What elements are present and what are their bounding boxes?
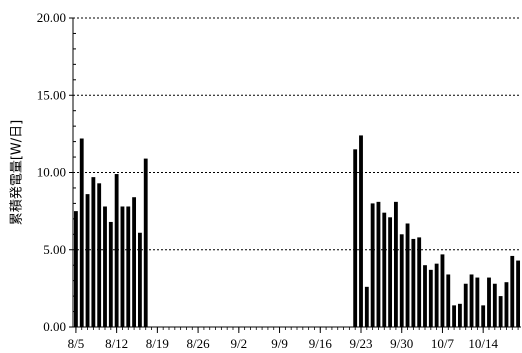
bar	[498, 296, 503, 327]
bar	[364, 286, 369, 327]
x-tick-label: 10/7	[431, 336, 455, 351]
bar	[370, 203, 375, 327]
bar	[469, 274, 474, 327]
bar	[388, 217, 393, 327]
bar	[446, 274, 451, 327]
bar-series	[73, 135, 521, 327]
bar	[91, 177, 96, 327]
bar	[382, 212, 387, 327]
bar	[376, 201, 381, 327]
x-tick-label: 9/23	[349, 336, 372, 351]
bar	[143, 158, 148, 327]
axis-ticks	[69, 17, 519, 333]
y-axis-title: 累積発電量[W/日]	[10, 120, 25, 225]
bar	[463, 283, 468, 327]
bar	[120, 206, 125, 327]
bar	[85, 194, 90, 327]
y-tick-label: 5.00	[43, 242, 66, 257]
x-tick-label: 8/12	[105, 336, 128, 351]
y-tick-label: 20.00	[37, 10, 66, 25]
bar	[108, 221, 113, 327]
bar	[353, 149, 358, 327]
x-tick-label: 8/5	[68, 336, 85, 351]
x-tick-label: 8/19	[146, 336, 169, 351]
x-tick-label: 9/30	[390, 336, 413, 351]
bar	[405, 223, 410, 327]
bar	[97, 183, 102, 327]
bar	[481, 305, 486, 327]
bar	[103, 206, 107, 327]
bar	[475, 277, 480, 327]
x-tick-label: 10/14	[468, 336, 498, 351]
bar	[457, 303, 462, 327]
bar	[428, 269, 433, 327]
bar	[73, 211, 78, 327]
bar	[393, 201, 398, 327]
bar	[504, 282, 509, 327]
bar	[487, 277, 491, 327]
x-tick-label: 9/9	[271, 336, 288, 351]
bar	[434, 263, 439, 327]
bar	[516, 260, 521, 327]
y-tick-label: 15.00	[37, 87, 66, 102]
y-tick-label: 10.00	[37, 165, 66, 180]
bar	[417, 237, 422, 327]
bar	[399, 234, 404, 327]
x-tick-label: 9/2	[231, 336, 248, 351]
bar	[411, 238, 416, 327]
bar	[423, 265, 427, 327]
tick-labels: 0.00 5.00 10.00 15.00 20.00 8/5 8/12 8/19 8/26 9/…	[37, 10, 499, 351]
bar	[126, 206, 131, 327]
x-tick-label: 9/16	[309, 336, 333, 351]
bar	[137, 232, 142, 327]
bar	[510, 255, 515, 327]
bar	[440, 254, 445, 327]
bar	[79, 138, 84, 327]
y-tick-label: 0.00	[43, 319, 66, 334]
bar	[132, 197, 137, 327]
gridlines	[73, 17, 521, 251]
bar	[114, 174, 119, 327]
bar	[359, 135, 363, 327]
x-tick-label: 8/26	[187, 336, 211, 351]
bar	[452, 305, 457, 327]
bar	[492, 283, 497, 327]
